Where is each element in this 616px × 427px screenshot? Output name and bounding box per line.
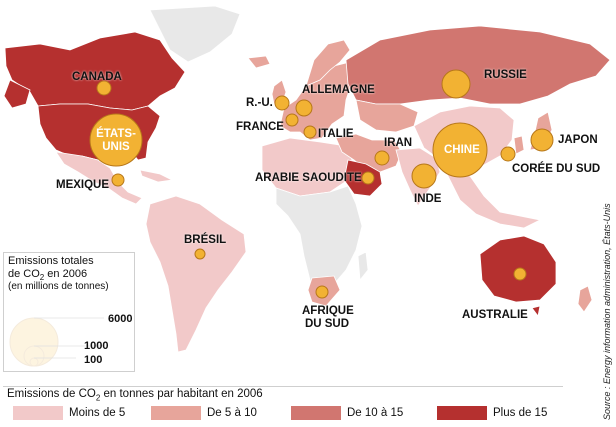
bubble-ru <box>274 95 290 111</box>
swatch-lt5 <box>13 406 63 420</box>
label-japon: JAPON <box>558 134 598 146</box>
bubble-afrique-sud <box>315 285 329 299</box>
legend-total-unit: (en millions de tonnes) <box>8 281 109 292</box>
madagascar-shape <box>357 251 369 282</box>
label-inde: INDE <box>414 193 442 205</box>
legend-percap-title-sub: 2 <box>95 393 101 403</box>
legend-total-title-2-sub: 2 <box>39 273 45 283</box>
legend-total-title-2-suffix: en 2006 <box>44 268 88 280</box>
legend-percap-title-prefix: Emissions de CO <box>7 388 96 400</box>
legend-total-emissions: Emissions totales de CO2 en 2006 (en mil… <box>3 252 135 372</box>
label-arabie: ARABIE SAOUDITE <box>255 172 362 184</box>
label-lt5: Moins de 5 <box>69 407 126 419</box>
label-bresil: BRÉSIL <box>184 234 227 246</box>
legend-value-6000: 6000 <box>108 313 133 325</box>
new-zealand-shape <box>577 285 593 313</box>
legend-total-title-2-prefix: de CO <box>8 268 40 280</box>
label-russie: RUSSIE <box>484 69 527 81</box>
korea-shape <box>513 135 525 155</box>
bubble-allemagne <box>295 99 313 117</box>
label-australie: AUSTRALIE <box>462 309 528 321</box>
bubble-russie <box>441 69 471 99</box>
southeast-asia-shape <box>445 171 542 229</box>
scandinavia-shape <box>305 39 351 87</box>
africa-shape <box>275 185 363 297</box>
label-gt15: Plus de 15 <box>493 407 548 419</box>
russia-shape <box>345 25 611 105</box>
bubble-canada <box>96 80 112 96</box>
source-note: Source : Energy information administrati… <box>602 203 612 420</box>
legend-total-title-1: Emissions totales <box>8 255 94 267</box>
canada-shape <box>4 31 186 111</box>
tasmania-shape <box>531 305 541 317</box>
swatch-gt15 <box>437 406 487 420</box>
legend-total-title-2: de CO2 en 2006 <box>8 268 87 282</box>
iceland-shape <box>247 55 271 69</box>
legend-percap-title-suffix: en tonnes par habitant en 2006 <box>100 388 263 400</box>
label-iran: IRAN <box>384 137 413 149</box>
label-allemagne: ALLEMAGNE <box>302 84 375 96</box>
swatch-5to10 <box>151 406 201 420</box>
label-france: FRANCE <box>236 121 284 133</box>
central-asia-shape <box>355 99 419 133</box>
label-5to10: De 5 à 10 <box>207 407 257 419</box>
bubble-arabie <box>361 171 375 185</box>
bubble-japon <box>530 128 554 152</box>
label-canada: CANADA <box>72 71 122 83</box>
greenland-shape <box>149 5 241 63</box>
bubble-inde <box>411 163 437 189</box>
bubble-chine <box>432 122 488 178</box>
bubble-australie <box>513 267 527 281</box>
label-mexique: MEXIQUE <box>56 179 110 191</box>
mexico-shape <box>55 151 143 205</box>
legend-value-1000: 1000 <box>84 340 109 352</box>
bubble-usa <box>89 113 143 167</box>
bubble-bresil <box>194 248 206 260</box>
alaska-shape <box>3 79 31 109</box>
label-italie: ITALIE <box>318 128 354 140</box>
legend-percap-title: Emissions de CO2 en tonnes par habitant … <box>7 388 263 402</box>
label-etats-unis-2: UNIS <box>102 141 130 153</box>
label-ru: R.-U. <box>246 97 273 109</box>
bubble-iran <box>374 150 390 166</box>
bubble-mexique <box>111 173 125 187</box>
label-chine: CHINE <box>444 144 480 156</box>
label-coree: CORÉE DU SUD <box>512 163 601 175</box>
bubble-france <box>285 113 299 127</box>
north-africa-shape <box>261 137 353 197</box>
label-etats-unis-1: ÉTATS- <box>96 128 136 140</box>
caribbean-shape <box>139 169 174 183</box>
swatch-10to15 <box>291 406 341 420</box>
south-america-shape <box>145 195 247 353</box>
label-afrique-sud-1: AFRIQUE <box>302 305 354 317</box>
legend-value-100: 100 <box>84 354 103 366</box>
bubble-italie <box>303 125 317 139</box>
label-afrique-sud-2: DU SUD <box>304 318 350 330</box>
bubble-coree <box>500 146 516 162</box>
legend-per-capita: Emissions de CO2 en tonnes par habitant … <box>3 386 563 425</box>
label-10to15: De 10 à 15 <box>347 407 404 419</box>
